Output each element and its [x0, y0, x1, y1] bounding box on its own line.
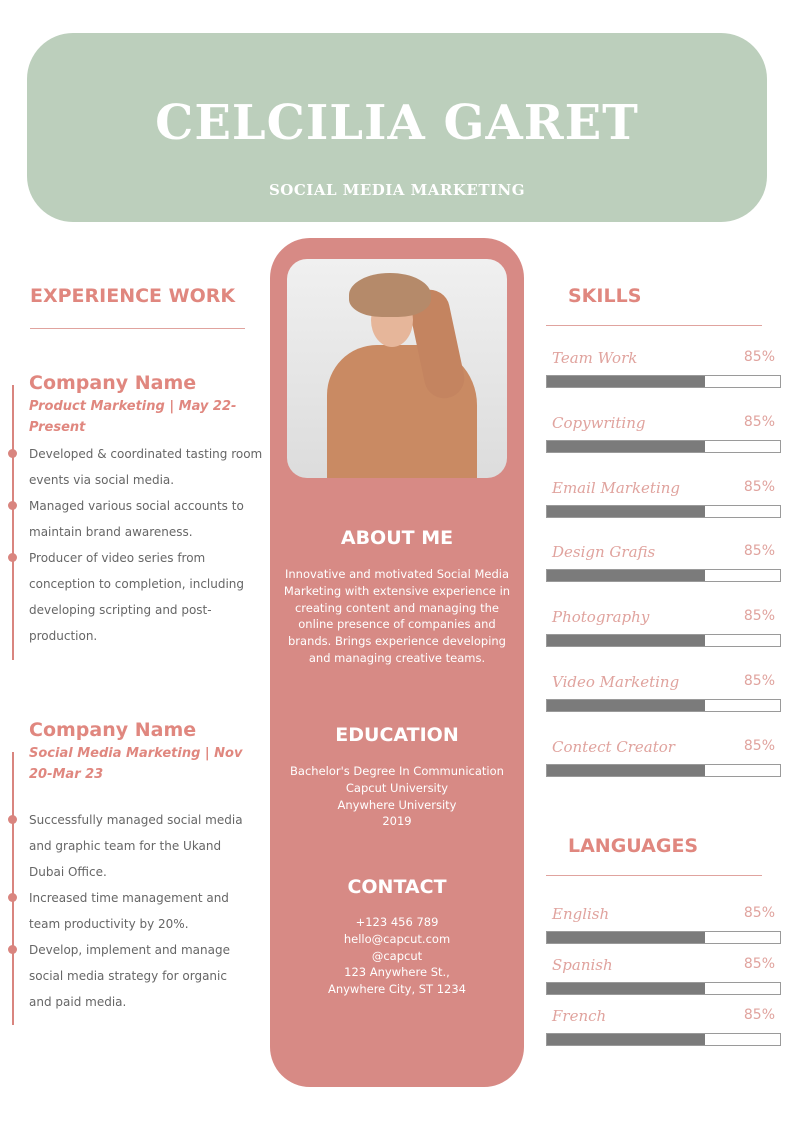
progress-bar — [546, 931, 781, 944]
skills-label: Copywriting — [552, 413, 646, 432]
bullet-item: Increased time management and team produ… — [8, 885, 249, 937]
skills-percent: 85% — [743, 349, 775, 365]
progress-bar — [546, 569, 781, 583]
contact-handle: @capcut — [371, 948, 423, 963]
center-panel: ABOUT ME Innovative and motivated Social… — [270, 238, 524, 1087]
contact-phone: +123 456 789 — [355, 915, 439, 929]
languages-percent: 85% — [743, 956, 775, 972]
skills-label: Contect Creator — [552, 737, 675, 756]
progress-bar — [546, 982, 781, 995]
contact-email: hello@capcut.com — [343, 931, 451, 946]
bullet-item: Producer of video series from conception… — [8, 545, 264, 649]
languages-label: English — [552, 905, 610, 923]
progress-bar — [546, 699, 781, 712]
progress-fill — [547, 440, 706, 452]
progress-bar — [546, 439, 781, 453]
contact-city: Anywhere City, ST 1234 — [327, 982, 467, 997]
progress-fill — [547, 1034, 706, 1045]
education-heading: EDUCATION — [335, 724, 459, 746]
contact-address: 123 Anywhere St., — [344, 965, 450, 980]
languages-label: French — [552, 1007, 607, 1025]
progress-bar — [546, 634, 781, 648]
profile-photo — [287, 259, 507, 478]
progress-fill — [547, 635, 706, 647]
skills-percent: 85% — [743, 478, 775, 495]
bullet-item: Developed & coordinated tasting room eve… — [8, 441, 264, 493]
language-row: Spanish 85% — [546, 956, 781, 995]
progress-fill — [547, 700, 706, 711]
progress-fill — [547, 376, 706, 387]
timeline-line — [12, 385, 14, 660]
company-name: Company Name — [29, 372, 197, 394]
bullet-dot-icon — [8, 449, 17, 458]
skill-row: Video Marketing 85% — [546, 673, 781, 712]
skills-label: Photography — [552, 608, 650, 627]
job-entry: Company Name Social Media Marketing | No… — [8, 719, 249, 1009]
job-title: SOCIAL MEDIA MARKETING — [268, 181, 526, 199]
skills-label: Video Marketing — [552, 673, 680, 691]
skill-row: Design Grafis 85% — [546, 543, 781, 583]
education-list: Bachelor's Degree In Communication Capcu… — [290, 764, 504, 829]
progress-bar — [546, 375, 781, 388]
progress-fill — [547, 932, 706, 943]
skills-percent: 85% — [743, 673, 775, 689]
skills-divider — [546, 325, 762, 326]
progress-bar — [546, 763, 781, 777]
bullet-dot-icon — [8, 815, 17, 824]
bullet-item: Managed various social accounts to maint… — [8, 493, 264, 545]
progress-bar — [546, 1033, 781, 1046]
language-row: French 85% — [546, 1007, 781, 1046]
languages-heading: LANGUAGES — [568, 835, 699, 857]
languages-label: Spanish — [552, 956, 613, 974]
full-name: CELCILIA GARET — [155, 95, 639, 151]
job-entry: Company Name Product Marketing | May 22-… — [8, 372, 264, 643]
progress-fill — [547, 505, 706, 517]
languages-divider — [546, 875, 762, 876]
bullet-dot-icon — [8, 553, 17, 562]
skill-row: Team Work 85% — [546, 349, 781, 388]
languages-percent: 85% — [743, 905, 775, 921]
skills-percent: 85% — [743, 608, 775, 625]
progress-fill — [547, 983, 706, 994]
company-name: Company Name — [29, 719, 197, 741]
progress-bar — [546, 504, 781, 518]
bullet-dot-icon — [8, 945, 17, 954]
bullet-item: Successfully managed social media and gr… — [8, 807, 249, 885]
skills-label: Design Grafis — [552, 543, 656, 562]
skill-row: Copywriting 85% — [546, 414, 781, 453]
job-position: Product Marketing | May 22-Present — [29, 399, 237, 435]
language-row: English 85% — [546, 905, 781, 944]
experience-divider — [30, 328, 245, 329]
timeline-line — [12, 752, 14, 1025]
bullet-dot-icon — [8, 501, 17, 510]
skills-percent: 85% — [743, 543, 775, 560]
contact-list: +123 456 789 hello@capcut.com @capcut 12… — [280, 914, 514, 998]
progress-fill — [547, 570, 706, 582]
bullet-item: Develop, implement and manage social med… — [8, 937, 249, 1015]
progress-fill — [547, 764, 706, 776]
about-text: Innovative and motivated Social Media Ma… — [283, 567, 511, 665]
skills-percent: 85% — [743, 737, 775, 754]
skills-label: Email Marketing — [552, 478, 681, 497]
about-heading: ABOUT ME — [340, 527, 454, 549]
skills-label: Team Work — [552, 349, 638, 367]
bullet-dot-icon — [8, 893, 17, 902]
job-position: Social Media Marketing | Nov 20-Mar 23 — [29, 746, 243, 782]
contact-heading: CONTACT — [347, 876, 447, 898]
skills-percent: 85% — [743, 413, 775, 430]
skill-row: Contect Creator 85% — [546, 738, 781, 777]
skill-row: Email Marketing 85% — [546, 479, 781, 518]
skills-heading: SKILLS — [568, 285, 642, 307]
languages-percent: 85% — [743, 1007, 775, 1023]
skill-row: Photography 85% — [546, 608, 781, 648]
header-banner: CELCILIA GARET SOCIAL MEDIA MARKETING — [27, 33, 767, 222]
experience-heading: EXPERIENCE WORK — [30, 285, 236, 307]
